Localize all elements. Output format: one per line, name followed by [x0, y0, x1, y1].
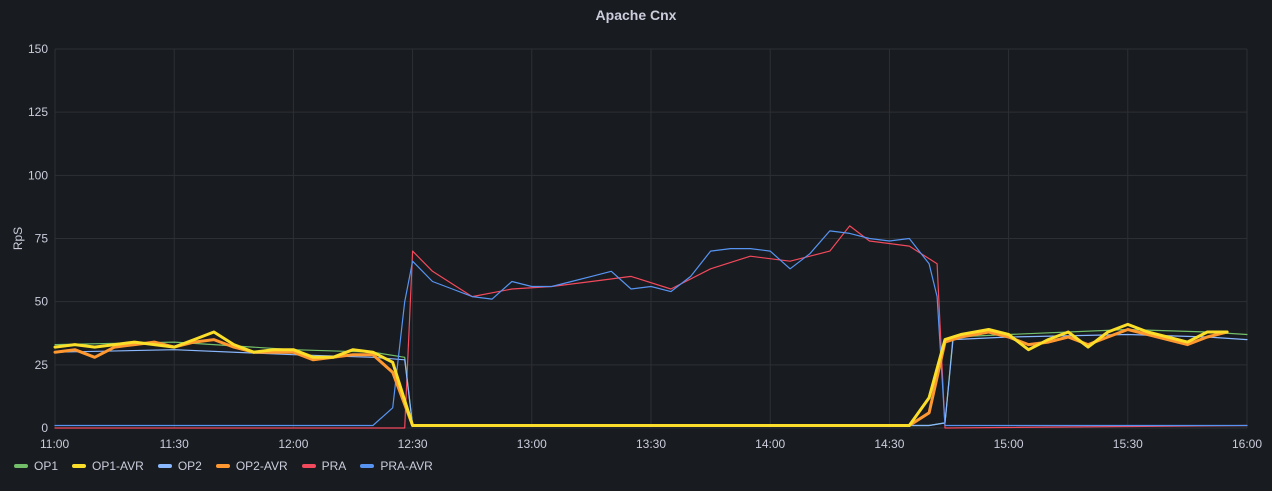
legend-label: PRA-AVR [380, 459, 433, 473]
legend-item-op2[interactable]: OP2 [157, 459, 202, 473]
legend-item-op1[interactable]: OP1 [14, 459, 58, 473]
y-tick-label: 100 [28, 168, 48, 182]
x-tick-label: 12:30 [398, 437, 428, 451]
y-tick-label: 75 [35, 232, 49, 246]
y-axis-label: RpS [11, 227, 25, 250]
legend-swatch [301, 464, 316, 468]
chart-legend: OP1 OP1-AVR OP2 OP2-AVR PRA PRA-AVR [14, 459, 447, 473]
legend-item-op1-avr[interactable]: OP1-AVR [72, 459, 144, 473]
legend-swatch [215, 464, 230, 468]
legend-label: OP2-AVR [235, 459, 288, 473]
legend-label: OP1 [34, 459, 59, 473]
x-tick-label: 16:00 [1232, 437, 1262, 451]
series-line-op1-avr [53, 322, 1229, 427]
panel-title: Apache Cnx [595, 7, 677, 23]
x-tick-label: 13:00 [517, 437, 547, 451]
legend-label: OP1-AVR [92, 459, 144, 473]
y-tick-label: 125 [28, 105, 48, 119]
legend-item-pra[interactable]: PRA [301, 459, 347, 473]
y-tick-label: 0 [41, 421, 48, 435]
x-tick-label: 13:30 [636, 437, 666, 451]
x-tick-label: 12:00 [278, 437, 308, 451]
legend-swatch [157, 464, 172, 468]
y-tick-label: 25 [35, 358, 49, 372]
x-tick-label: 11:00 [40, 437, 69, 451]
series-line-pra [54, 225, 1248, 429]
legend-label: OP2 [177, 459, 202, 473]
x-tick-label: 14:30 [874, 437, 904, 451]
legend-swatch [360, 464, 375, 468]
x-tick-label: 15:00 [994, 437, 1024, 451]
y-tick-label: 50 [35, 295, 49, 309]
legend-swatch [72, 464, 87, 468]
legend-swatch [14, 464, 28, 468]
legend-label: PRA [321, 459, 347, 473]
x-tick-label: 11:30 [160, 437, 189, 451]
legend-item-pra-avr[interactable]: PRA-AVR [360, 459, 433, 473]
x-tick-label: 14:00 [755, 437, 785, 451]
legend-item-op2-avr[interactable]: OP2-AVR [215, 459, 288, 473]
y-tick-label: 150 [28, 42, 48, 56]
x-tick-label: 15:30 [1113, 437, 1143, 451]
series-line-pra-avr [54, 230, 1248, 427]
